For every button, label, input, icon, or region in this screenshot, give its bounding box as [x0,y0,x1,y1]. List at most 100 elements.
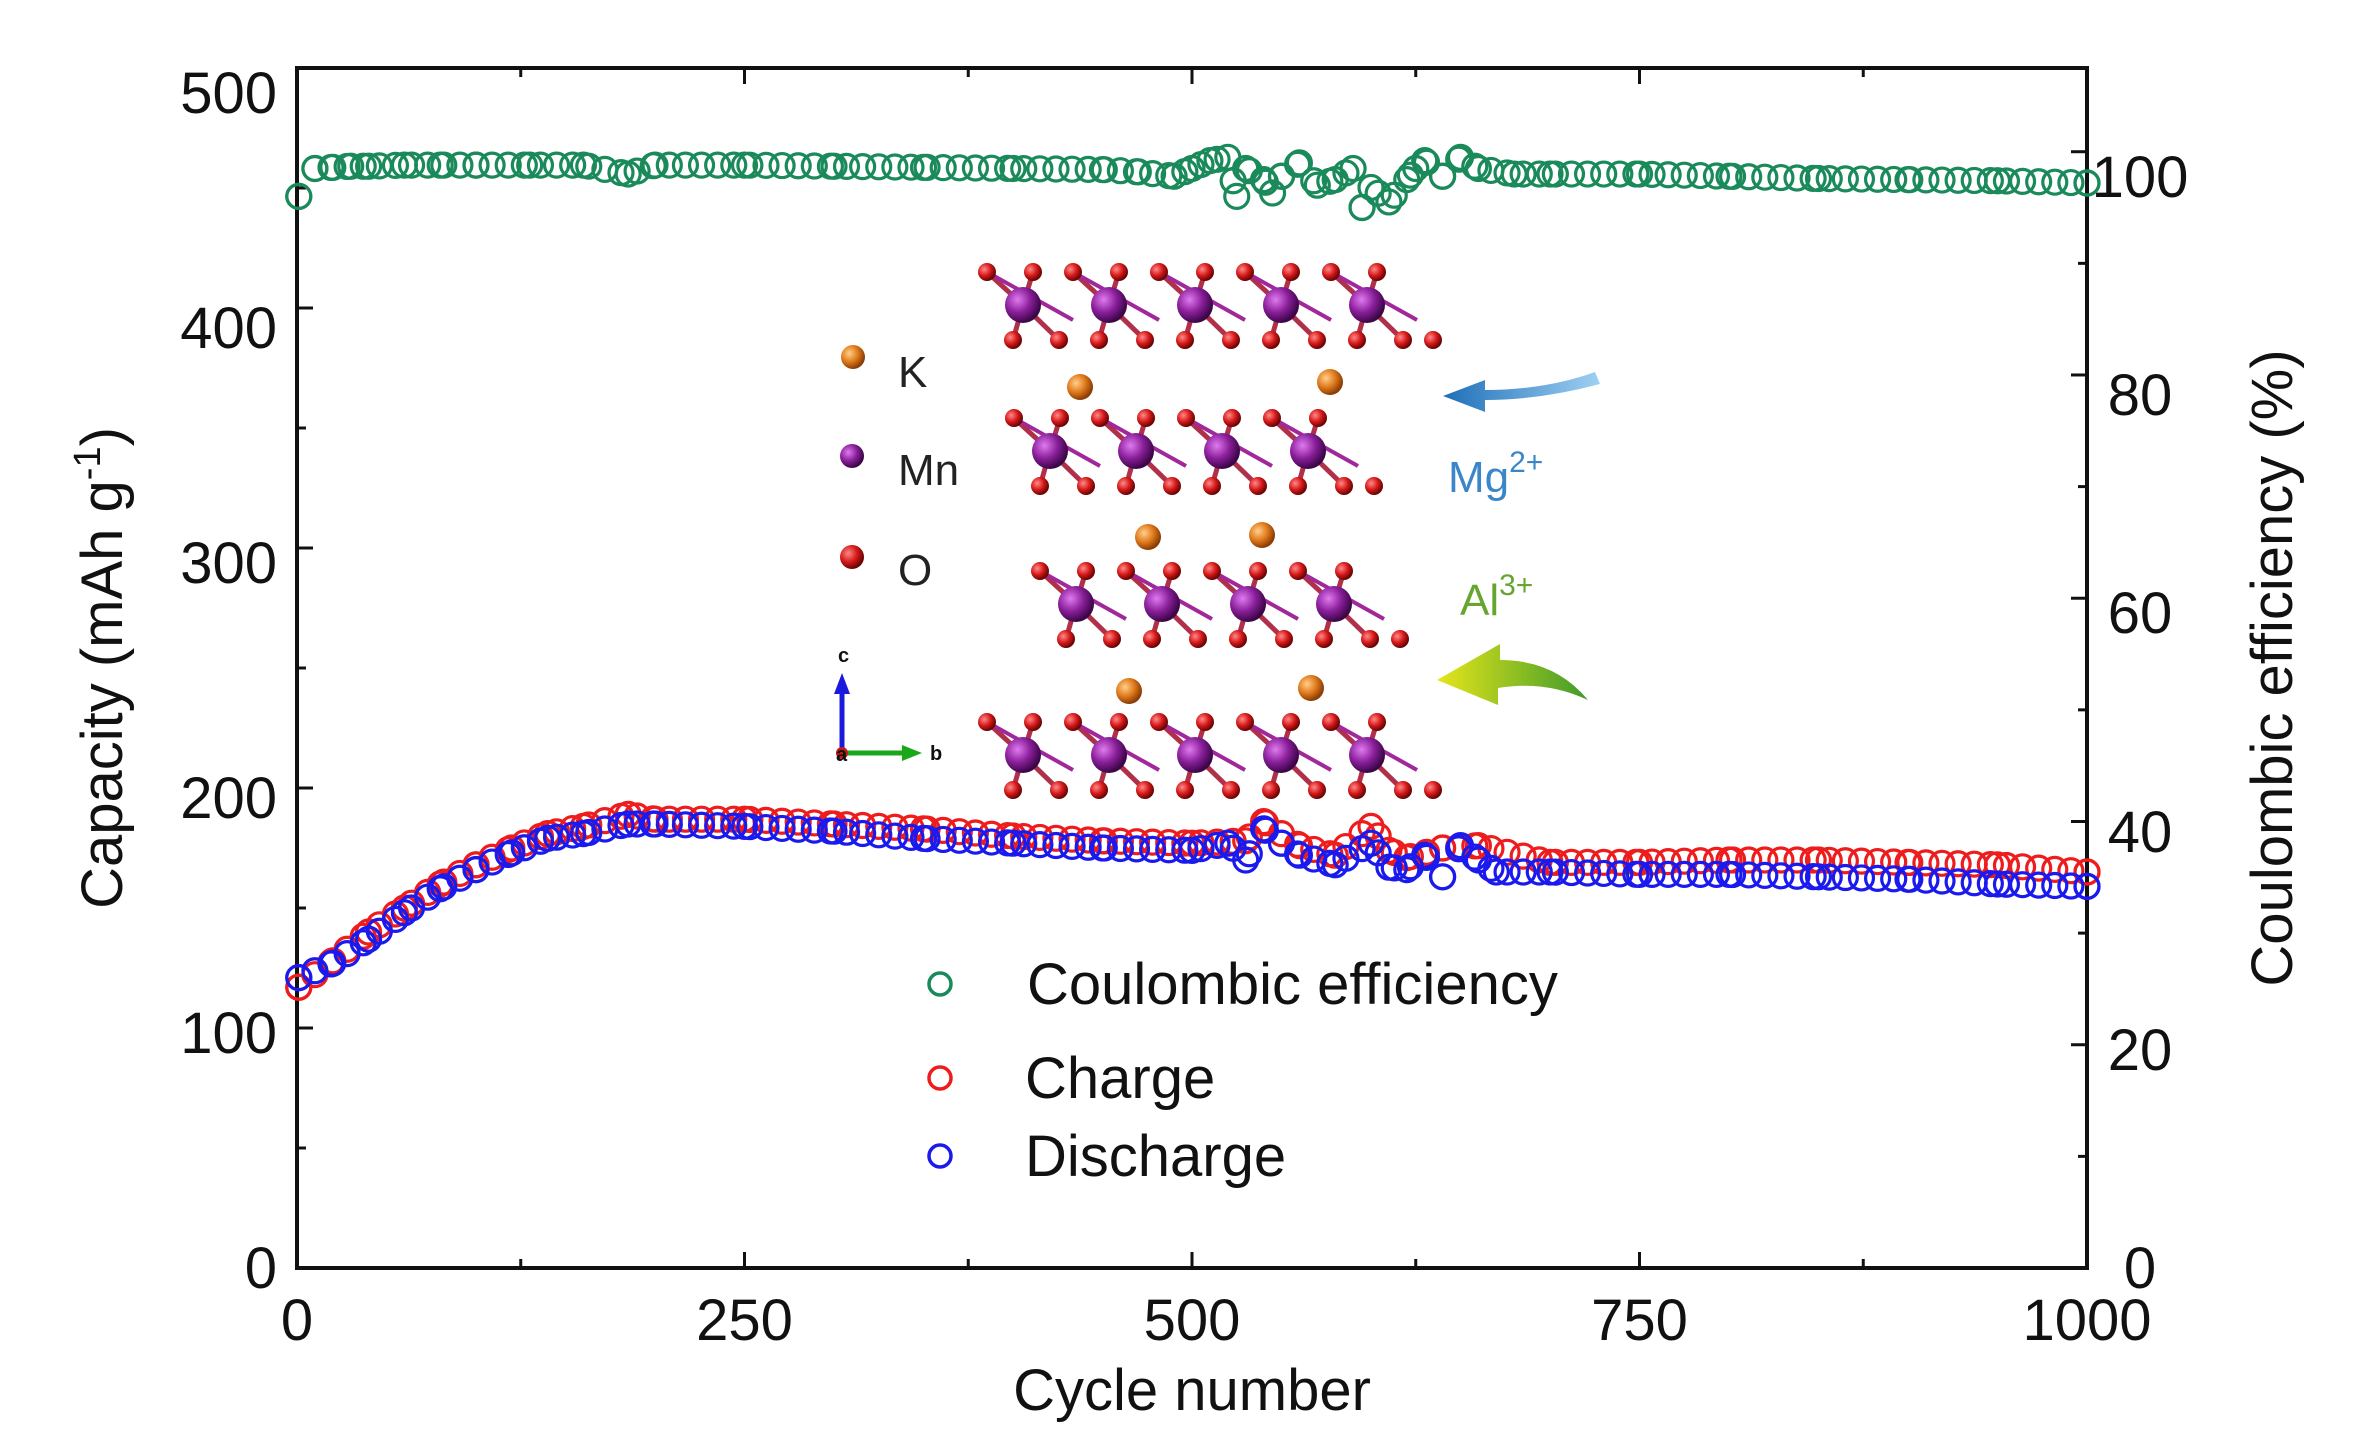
o-atom [1289,562,1307,580]
ce-point [1267,162,1296,190]
y2-tick-label: 80 [2108,363,2173,428]
k-atom [1116,678,1142,704]
charge-point [1428,834,1457,862]
y-tick-label: 0 [245,1236,277,1301]
discharge-point [1557,858,1586,887]
ce-point [1249,166,1278,194]
ce-point [1847,165,1876,193]
discharge-point [301,957,329,985]
legend-o-label: O [898,546,932,595]
o-atom [1335,562,1353,580]
discharge-point [2057,872,2085,900]
ce-point [1139,160,1167,188]
ce-point [1880,165,1908,194]
o-atom [1308,781,1326,799]
mn-atom [1349,737,1385,773]
discharge-point [1573,859,1602,887]
legend-marker-charge [927,1065,953,1091]
discharge-point [768,814,796,843]
ce-point [1557,160,1586,188]
discharge-point [1735,861,1763,889]
charge-point [2057,857,2085,885]
charge-point [961,819,990,847]
charge-point [1912,849,1940,877]
discharge-point [355,925,383,953]
discharge-point [1767,862,1795,890]
discharge-point [1992,870,2021,898]
mn-atom [1316,586,1352,622]
charge-point [623,802,651,830]
legend-mn-label: Mn [898,446,959,495]
ce-point [1042,155,1070,183]
mn-atom [1349,287,1385,323]
discharge-point [285,963,313,992]
discharge-point [1178,836,1206,865]
ce-point [881,153,909,181]
mg-symbol: Mg [1448,453,1509,502]
mn-atom [1032,433,1068,469]
ce-point [426,151,454,179]
discharge-point [510,834,538,862]
mn-atom [1263,737,1299,773]
mg-ion-arrow: Mg2+ [1443,372,1600,502]
o-atom [1177,409,1195,427]
charge-point [1880,848,1908,876]
ce-point [462,151,490,179]
k-atom [1317,369,1343,395]
o-atom [1103,630,1121,648]
o-atom [1391,630,1409,648]
charge-point [1026,823,1054,852]
o-atom [1275,630,1293,648]
ce-point [1402,154,1430,183]
discharge-point [929,825,957,854]
o-atom [1229,630,1247,648]
o-atom [1090,331,1108,349]
charge-point [2073,858,2101,886]
ce-point [977,154,1006,182]
ce-point [752,151,780,179]
discharge-point [1983,870,2012,898]
discharge-point [1670,860,1698,889]
ce-point [768,151,796,180]
y2-axis-title: Coulombic efficiency (%) [2240,349,2305,986]
ce-point [641,151,669,179]
discharge-point [784,815,812,843]
o-atom [1176,781,1194,799]
ce-point [2041,168,2069,196]
discharge-point [1815,863,1843,891]
ce-point [1058,155,1086,183]
discharge-point [1715,860,1743,889]
charge-point [1375,836,1403,865]
ce-point [1815,165,1843,193]
charge-point [1074,826,1102,854]
ce-point [945,154,973,182]
legend-marker-ce [927,971,953,997]
mn-atom [1091,737,1127,773]
charge-point [1122,828,1151,856]
discharge-point [319,949,347,977]
charge-point [1976,851,2004,879]
mn-atom [1204,433,1240,469]
k-atom [1067,374,1093,400]
al-charge: 3+ [1499,569,1533,602]
discharge-point [820,817,848,845]
x-axis-title: Cycle number [1013,1358,1371,1423]
ce-point [929,153,957,182]
discharge-point [800,816,828,844]
ce-point [1573,160,1602,188]
mn-atom [1144,586,1180,622]
ce-point [301,154,329,183]
discharge-point [1654,860,1682,889]
discharge-point [1010,830,1038,858]
charge-point [1348,819,1376,848]
series-layer [285,143,2101,1001]
k-atom [1249,522,1275,548]
legend-o-atom [840,545,864,569]
charge-point [2041,855,2069,884]
o-atom [1024,263,1042,281]
k-atom [1135,524,1161,550]
ce-point [337,152,365,180]
charge-point [1735,846,1763,874]
o-atom [1196,263,1214,281]
ce-point [1831,165,1859,193]
